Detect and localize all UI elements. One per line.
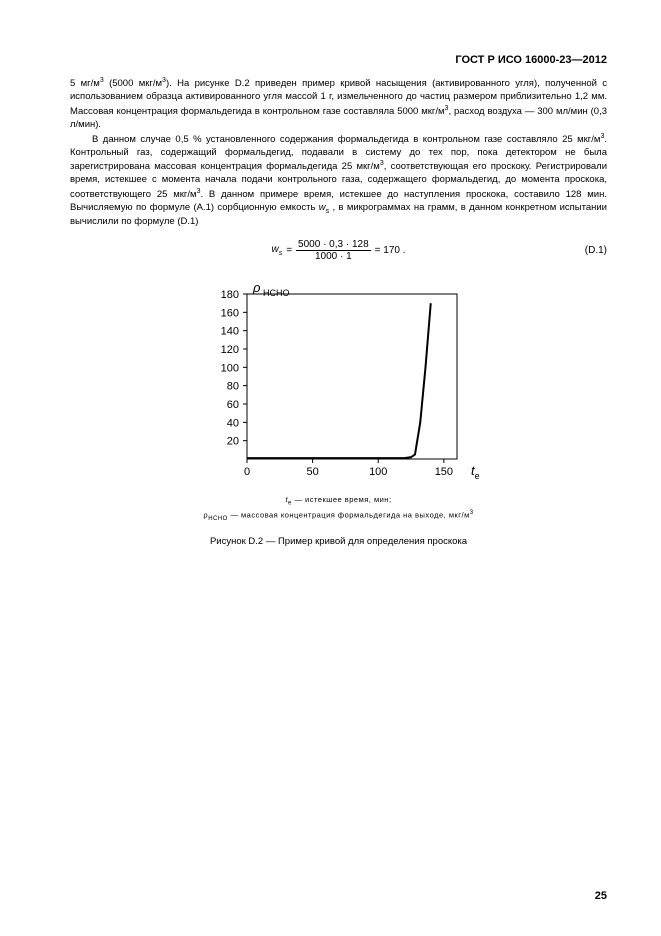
svg-text:60: 60 [226, 399, 238, 411]
formula-var: w [271, 244, 278, 255]
legend-rho-sup: 3 [470, 510, 474, 516]
svg-text:100: 100 [220, 363, 238, 375]
formula-fraction: 5000 · 0,3 · 128 1000 · 1 [296, 239, 371, 262]
breakthrough-chart: 180 160 140 120 100 80 60 40 20 0 50 100 150 ρ HCHO te [189, 276, 489, 486]
svg-text:120: 120 [220, 344, 238, 356]
svg-text:40: 40 [226, 418, 238, 430]
svg-text:150: 150 [434, 466, 452, 478]
legend-line-1: te — истекшее время, мин; [70, 494, 607, 509]
paragraph-2: В данном случае 0,5 % установленного сод… [70, 132, 607, 230]
formula-sub: s [279, 250, 283, 257]
svg-text:0: 0 [243, 466, 249, 478]
p2-a: В данном случае 0,5 % установленного сод… [92, 134, 600, 145]
page: ГОСТ Р ИСО 16000-23—2012 5 мг/м3 (5000 м… [0, 0, 661, 936]
chart-legend: te — истекшее время, мин; ρHCHO — массов… [70, 494, 607, 524]
svg-text:140: 140 [220, 326, 238, 338]
svg-text:160: 160 [220, 308, 238, 320]
doc-header: ГОСТ Р ИСО 16000-23—2012 [70, 54, 607, 66]
formula-row: ws = 5000 · 0,3 · 128 1000 · 1 = 170 . (… [70, 239, 607, 262]
ws-var: w [319, 202, 326, 213]
legend-rho-sub: HCHO [208, 516, 228, 522]
figure-caption: Рисунок D.2 — Пример кривой для определе… [70, 536, 607, 547]
page-number: 25 [595, 890, 607, 902]
legend-line-2: ρHCHO — массовая концентрация формальдег… [70, 509, 607, 524]
svg-text:100: 100 [369, 466, 387, 478]
formula-label: (D.1) [585, 245, 607, 256]
svg-text:te: te [471, 463, 480, 481]
svg-text:180: 180 [220, 289, 238, 301]
legend-rho-text: — массовая концентрация формальдегида на… [228, 510, 470, 519]
paragraph-1: 5 мг/м3 (5000 мкг/м3). На рисунке D.2 пр… [70, 76, 607, 132]
formula-den: 1000 · 1 [313, 251, 354, 262]
svg-text:80: 80 [226, 381, 238, 393]
formula-result: = 170 . [375, 245, 406, 256]
svg-text:20: 20 [226, 436, 238, 448]
p1-a: 5 мг/м [70, 78, 100, 89]
svg-text:50: 50 [306, 466, 318, 478]
legend-t-text: — истекшее время, мин; [292, 495, 392, 504]
formula-num: 5000 · 0,3 · 128 [296, 239, 371, 251]
formula: ws = 5000 · 0,3 · 128 1000 · 1 = 170 . [271, 239, 405, 262]
svg-text:ρ HCHO: ρ HCHO [252, 280, 289, 298]
p1-b: (5000 мкг/м [104, 78, 162, 89]
chart-container: 180 160 140 120 100 80 60 40 20 0 50 100 150 ρ HCHO te [70, 276, 607, 486]
body-text: 5 мг/м3 (5000 мкг/м3). На рисунке D.2 пр… [70, 76, 607, 229]
formula-eq: = [286, 245, 292, 256]
